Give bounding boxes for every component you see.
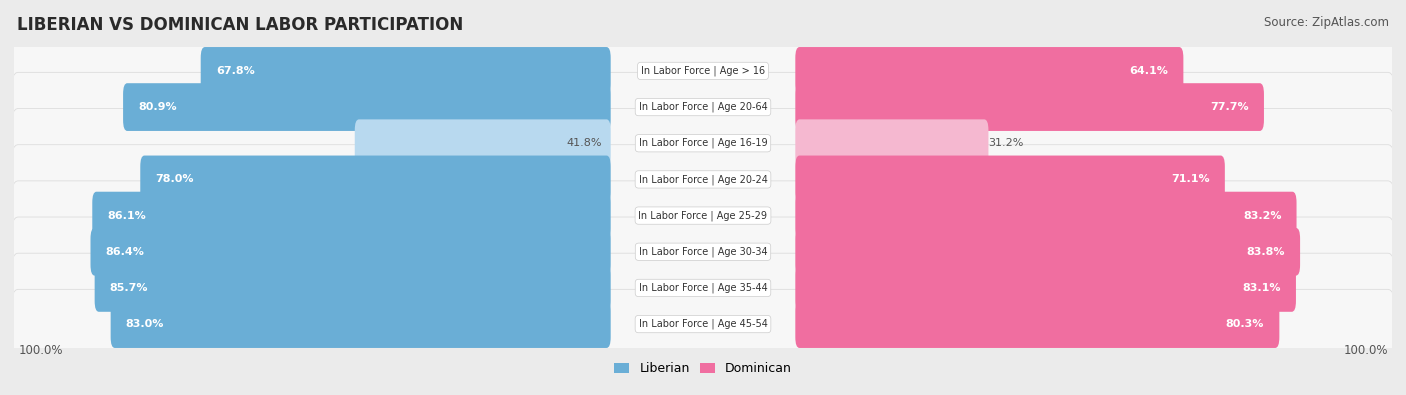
Text: 83.0%: 83.0% [125,319,165,329]
Text: In Labor Force | Age 20-64: In Labor Force | Age 20-64 [638,102,768,112]
FancyBboxPatch shape [796,156,1225,203]
FancyBboxPatch shape [11,145,1395,214]
FancyBboxPatch shape [141,156,610,203]
Text: In Labor Force | Age 30-34: In Labor Force | Age 30-34 [638,246,768,257]
Text: 100.0%: 100.0% [1343,344,1388,357]
FancyBboxPatch shape [11,181,1395,250]
Text: 86.1%: 86.1% [107,211,146,220]
FancyBboxPatch shape [796,264,1296,312]
FancyBboxPatch shape [201,47,610,95]
FancyBboxPatch shape [796,47,1184,95]
Text: 41.8%: 41.8% [567,138,602,148]
Legend: Liberian, Dominican: Liberian, Dominican [609,357,797,380]
Text: 83.8%: 83.8% [1247,247,1285,257]
FancyBboxPatch shape [796,119,988,167]
Text: 67.8%: 67.8% [217,66,254,76]
FancyBboxPatch shape [11,253,1395,323]
Text: In Labor Force | Age 20-24: In Labor Force | Age 20-24 [638,174,768,185]
Text: 86.4%: 86.4% [105,247,145,257]
Text: 80.3%: 80.3% [1226,319,1264,329]
FancyBboxPatch shape [11,109,1395,178]
FancyBboxPatch shape [796,228,1301,276]
Text: In Labor Force | Age 35-44: In Labor Force | Age 35-44 [638,283,768,293]
Text: 83.2%: 83.2% [1243,211,1281,220]
FancyBboxPatch shape [93,192,610,239]
Text: 100.0%: 100.0% [18,344,63,357]
Text: In Labor Force | Age 45-54: In Labor Force | Age 45-54 [638,319,768,329]
FancyBboxPatch shape [11,72,1395,142]
Text: 31.2%: 31.2% [988,138,1024,148]
FancyBboxPatch shape [796,192,1296,239]
Text: 71.1%: 71.1% [1171,175,1209,184]
Text: 64.1%: 64.1% [1129,66,1168,76]
FancyBboxPatch shape [796,83,1264,131]
FancyBboxPatch shape [90,228,610,276]
Text: Source: ZipAtlas.com: Source: ZipAtlas.com [1264,16,1389,29]
Text: 77.7%: 77.7% [1211,102,1249,112]
FancyBboxPatch shape [796,300,1279,348]
Text: 78.0%: 78.0% [156,175,194,184]
Text: 85.7%: 85.7% [110,283,148,293]
Text: 83.1%: 83.1% [1243,283,1281,293]
Text: In Labor Force | Age 25-29: In Labor Force | Age 25-29 [638,210,768,221]
FancyBboxPatch shape [11,290,1395,359]
FancyBboxPatch shape [111,300,610,348]
FancyBboxPatch shape [354,119,610,167]
FancyBboxPatch shape [94,264,610,312]
FancyBboxPatch shape [11,217,1395,286]
FancyBboxPatch shape [124,83,610,131]
Text: In Labor Force | Age 16-19: In Labor Force | Age 16-19 [638,138,768,149]
FancyBboxPatch shape [11,36,1395,105]
Text: 80.9%: 80.9% [138,102,177,112]
Text: In Labor Force | Age > 16: In Labor Force | Age > 16 [641,66,765,76]
Text: LIBERIAN VS DOMINICAN LABOR PARTICIPATION: LIBERIAN VS DOMINICAN LABOR PARTICIPATIO… [17,16,463,34]
